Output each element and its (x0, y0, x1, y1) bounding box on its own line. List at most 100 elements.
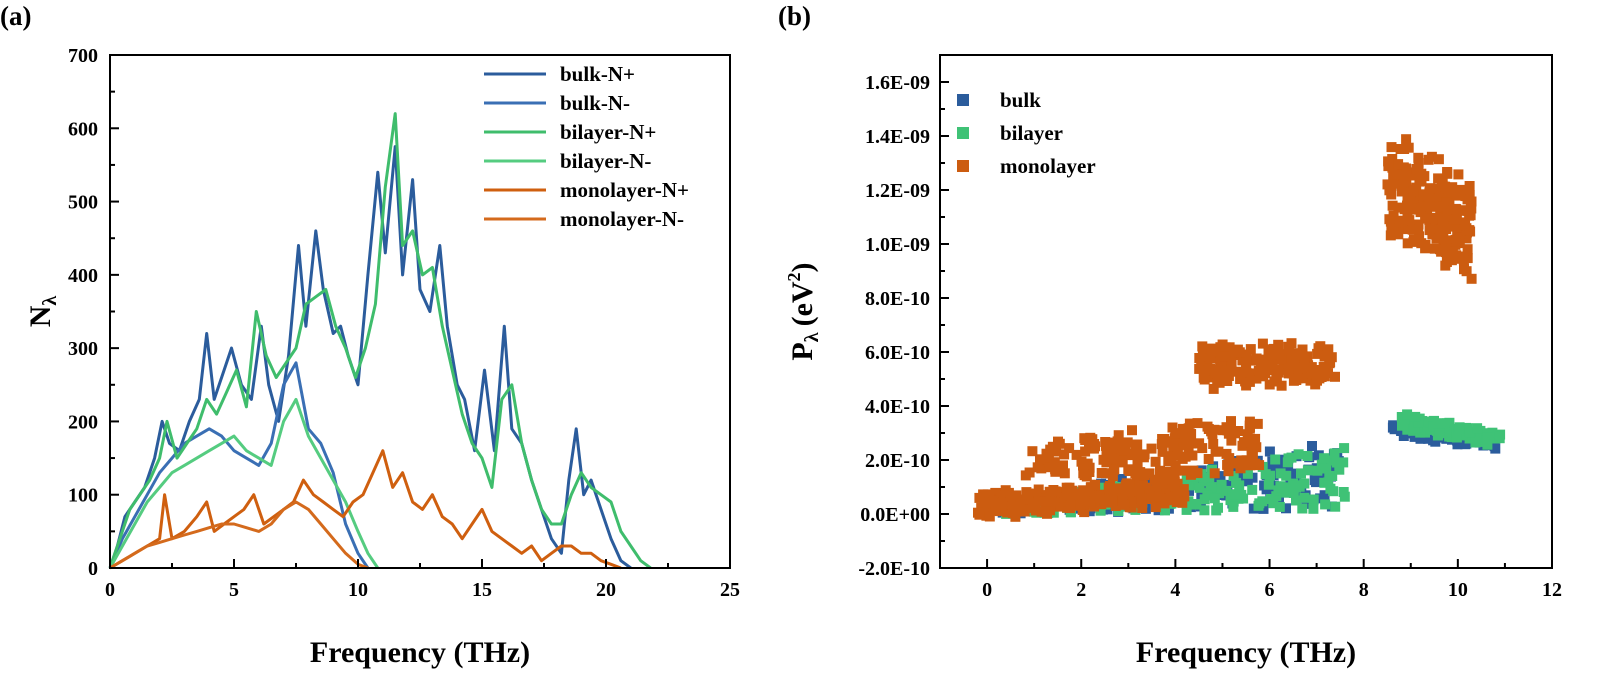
panel-b-point-1 (1274, 501, 1285, 512)
panel-b-point-2 (1180, 451, 1191, 462)
panel-b-point-2 (1323, 368, 1333, 379)
panel-b-point-0 (1235, 468, 1246, 479)
panel-b-point-1 (1402, 409, 1413, 420)
panel-b-point-2 (1154, 491, 1165, 502)
panel-b-point-2 (1401, 134, 1412, 145)
panel-b-point-2 (1251, 353, 1262, 364)
panel-b-point-2 (1163, 456, 1174, 467)
panel-b-point-2 (1398, 162, 1409, 173)
panel-b-point-1 (1323, 477, 1334, 488)
panel-b-point-2 (1224, 453, 1235, 464)
panel-b-point-1 (1440, 427, 1451, 438)
panel-b-point-1 (1214, 488, 1225, 499)
panel-b-point-2 (1466, 273, 1477, 284)
panel-b-legend-label: monolayer (1000, 154, 1096, 178)
panel-b-point-2 (1451, 214, 1462, 225)
panel-b-point-2 (1431, 233, 1442, 244)
panel-b-point-2 (1435, 244, 1445, 255)
panel-b-point-2 (1403, 198, 1414, 209)
panel-b-point-2 (1409, 234, 1419, 245)
panel-b-point-2 (1244, 423, 1255, 434)
panel-b-point-2 (1184, 418, 1195, 429)
panel-b-point-2 (1399, 170, 1410, 181)
panel-b-point-2 (1002, 507, 1013, 518)
panel-b-point-2 (1136, 493, 1147, 504)
panel-b-point-2 (1085, 432, 1096, 443)
panel-b-point-1 (1321, 463, 1332, 474)
panel-b-point-1 (1275, 468, 1286, 479)
panel-b-point-2 (1171, 465, 1182, 476)
panel-b-point-1 (1181, 504, 1192, 515)
panel-b-point-2 (1208, 439, 1219, 449)
panel-b-point-1 (1434, 428, 1445, 439)
panel-b-point-2 (1113, 430, 1124, 441)
panel-b-point-2 (1031, 488, 1042, 499)
panel-b-point-1 (1297, 503, 1308, 514)
panel-a-series-line-1 (108, 361, 370, 569)
panel-b-point-2 (1276, 354, 1287, 365)
panel-b-point-2 (1059, 449, 1070, 460)
panel-b-point-2 (1292, 373, 1303, 384)
panel-b-point-0 (1222, 479, 1233, 490)
panel-a-legend-label: monolayer-N+ (560, 178, 689, 202)
panel-b-point-0 (1415, 433, 1426, 444)
panel-b-point-2 (1458, 255, 1469, 266)
panel-b-point-2 (1117, 455, 1128, 466)
panel-b-point-2 (1424, 192, 1435, 203)
panel-b-point-2 (1464, 181, 1475, 191)
panel-b-point-2 (1209, 468, 1220, 479)
panel-b-point-2 (1165, 474, 1175, 485)
panel-b-point-2 (1301, 365, 1312, 375)
panel-a-x-tick-label: 25 (720, 579, 740, 601)
panel-b-point-2 (1266, 349, 1276, 360)
panel-b-point-1 (1291, 480, 1302, 491)
panel-b-point-2 (1440, 260, 1451, 271)
panel-b-point-0 (1489, 441, 1500, 452)
panel-a-legend-label: monolayer-N- (560, 207, 684, 231)
panel-b-point-2 (1203, 454, 1214, 464)
panel-b-point-1 (1338, 457, 1349, 468)
panel-b-point-2 (1030, 505, 1041, 516)
panel-b-point-2 (1385, 230, 1396, 241)
panel-b-point-2 (1011, 490, 1022, 501)
panel-b-point-2 (1394, 217, 1405, 228)
panel-b-point-2 (1010, 511, 1021, 522)
panel-b-point-2 (1187, 450, 1198, 461)
panel-b-point-2 (1070, 492, 1081, 503)
panel-b-point-1 (1268, 498, 1279, 509)
panel-b-point-2 (1206, 343, 1217, 354)
panel-b-point-2 (1395, 144, 1406, 154)
panel-b-point-0 (1309, 475, 1320, 486)
panel-b-point-1 (1213, 502, 1223, 513)
panel-a-y-tick-label: 100 (68, 485, 98, 507)
panel-b-point-0 (1267, 485, 1278, 496)
panel-b-point-2 (1383, 161, 1394, 172)
panel-b-point-1 (1221, 485, 1232, 496)
panel-b-y-tick-label: 0.0E+00 (860, 504, 930, 526)
panel-a-y-tick-label: 400 (68, 265, 98, 287)
panel-b-point-1 (1253, 500, 1264, 511)
panel-b-point-2 (1075, 499, 1086, 510)
panel-b-point-2 (1462, 187, 1473, 198)
panel-b-point-1 (1312, 465, 1323, 476)
panel-b-point-2 (1109, 439, 1120, 450)
panel-b-point-1 (1319, 453, 1330, 464)
panel-b-point-1 (1236, 489, 1247, 500)
panel-b-point-2 (1275, 349, 1286, 360)
panel-b-point-1 (1328, 486, 1339, 497)
panel-b-point-2 (1109, 464, 1120, 475)
panel-b-point-1 (1396, 412, 1407, 422)
panel-b-y-axis-subscript: λ (801, 332, 823, 342)
panel-b-point-2 (1113, 483, 1124, 494)
panel-a-legend-label: bilayer-N+ (560, 120, 656, 144)
panel-b-point-2 (1402, 238, 1413, 249)
panel-b-point-0 (1288, 468, 1299, 479)
panel-b-point-2 (1120, 483, 1131, 494)
panel-b-point-1 (1397, 420, 1407, 431)
panel-a-legend-label: bulk-N- (560, 91, 630, 115)
panel-b-point-1 (1293, 449, 1304, 460)
panel-b-point-1 (1451, 432, 1462, 443)
panel-b-point-2 (1210, 368, 1221, 379)
panel-b-point-2 (1044, 462, 1055, 473)
panel-b-point-2 (1234, 347, 1245, 358)
